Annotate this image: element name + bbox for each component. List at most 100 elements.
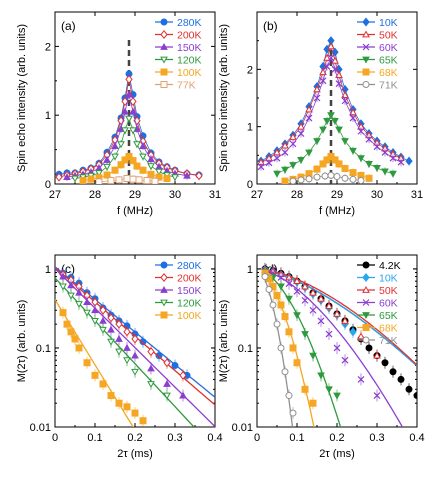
data-point — [99, 305, 107, 315]
data-point — [317, 372, 325, 380]
data-point — [317, 294, 325, 302]
data-area — [55, 266, 215, 427]
data-point — [305, 105, 313, 113]
y-tick-label: 0 — [45, 179, 51, 191]
data-point — [91, 371, 99, 379]
data-point — [333, 392, 341, 400]
data-point — [179, 391, 187, 399]
data-point — [281, 149, 289, 156]
data-point — [327, 171, 335, 179]
legend-label: 280K — [177, 260, 202, 272]
data-point — [107, 177, 115, 184]
data-point — [155, 352, 163, 360]
legend-marker — [160, 299, 168, 307]
data-point — [273, 170, 281, 178]
x-axis-label: f (MHz) — [117, 205, 153, 217]
legend-label: 10K — [379, 273, 398, 285]
legend-marker — [362, 285, 370, 293]
data-point — [123, 174, 131, 182]
data-point — [305, 149, 313, 157]
x-tick-label: 31 — [411, 189, 423, 201]
data-point — [273, 320, 281, 328]
data-point — [373, 351, 381, 359]
data-point — [121, 127, 129, 135]
x-tick-label: 0 — [254, 432, 260, 444]
y-tick-label: 0.01 — [232, 422, 253, 434]
data-point — [335, 71, 343, 78]
series-120K — [71, 114, 179, 183]
data-point — [91, 317, 99, 325]
data-point — [333, 344, 341, 352]
data-point — [83, 298, 91, 306]
data-point — [357, 375, 365, 383]
y-tick-label: 2 — [247, 64, 253, 76]
data-point — [147, 347, 155, 357]
series-71K — [289, 171, 365, 184]
x-tick-label: 0.2 — [127, 432, 142, 444]
data-point — [103, 163, 111, 171]
y-tick-label: 1 — [247, 264, 253, 276]
x-tick-label: 30 — [169, 189, 181, 201]
data-point — [171, 361, 179, 369]
panel-a: 27 28 29 30 31 0 1 2 f (MHz) Spin echo intensity … — [16, 11, 221, 217]
legend-label: 60K — [379, 298, 398, 310]
data-point — [319, 160, 327, 168]
data-point — [333, 173, 341, 181]
legend-marker — [362, 30, 370, 38]
data-point — [405, 156, 413, 166]
legend-marker — [160, 18, 168, 26]
data-point — [147, 381, 155, 389]
x-axis-label: f (MHz) — [319, 205, 355, 217]
data-point — [131, 368, 139, 376]
data-point — [117, 161, 125, 169]
data-point — [309, 306, 317, 314]
data-point — [389, 154, 397, 162]
data-point — [341, 97, 349, 105]
legend-label: 50K — [379, 285, 398, 297]
x-tick-label: 0.2 — [329, 432, 344, 444]
legend-label: 71K — [379, 335, 398, 347]
data-point — [297, 176, 305, 184]
data-point — [115, 334, 123, 342]
data-point — [313, 85, 321, 93]
data-point — [285, 280, 293, 288]
data-point — [289, 344, 297, 352]
data-point — [285, 328, 293, 336]
data-point — [323, 118, 331, 125]
data-point — [341, 316, 349, 324]
legend-label: 50K — [379, 30, 398, 42]
legend-label: 71K — [379, 80, 398, 92]
x-tick-label: 0.1 — [289, 432, 304, 444]
series-150K — [55, 268, 215, 427]
data-point — [313, 165, 321, 173]
panel-c: 0 0.1 0.2 0.3 0.4 0.01 0.1 1 2τ (ms) M(2τ) (arb. … — [16, 254, 223, 460]
legend-marker — [160, 273, 168, 282]
y-axis-label: M(2τ) (arb. units) — [16, 300, 28, 383]
data-point — [323, 63, 331, 70]
data-point — [103, 155, 111, 163]
legend-label: 100K — [177, 310, 202, 322]
data-point — [139, 166, 147, 174]
data-point — [107, 313, 115, 323]
data-point — [381, 149, 389, 156]
panel-label: (a) — [61, 19, 76, 33]
y-tick-label: 0.1 — [238, 343, 253, 355]
data-point — [163, 392, 171, 400]
panel-d: 0 0.1 0.2 0.3 0.4 0.01 0.1 1 2τ (ms) M(2τ) (arb. … — [218, 254, 425, 460]
data-point — [147, 163, 155, 171]
data-point — [103, 171, 111, 179]
legend-label: 120K — [177, 55, 202, 67]
legend-marker — [362, 299, 370, 306]
data-point — [297, 157, 305, 164]
legend-marker — [362, 261, 370, 269]
x-tick-label: 28 — [89, 189, 101, 201]
data-point — [107, 338, 115, 346]
data-point — [277, 344, 285, 352]
data-point — [63, 320, 71, 328]
data-point — [111, 166, 119, 174]
data-point — [75, 301, 83, 309]
x-tick-label: 0.4 — [409, 432, 424, 444]
data-point — [111, 153, 119, 161]
legend-marker — [160, 285, 168, 293]
